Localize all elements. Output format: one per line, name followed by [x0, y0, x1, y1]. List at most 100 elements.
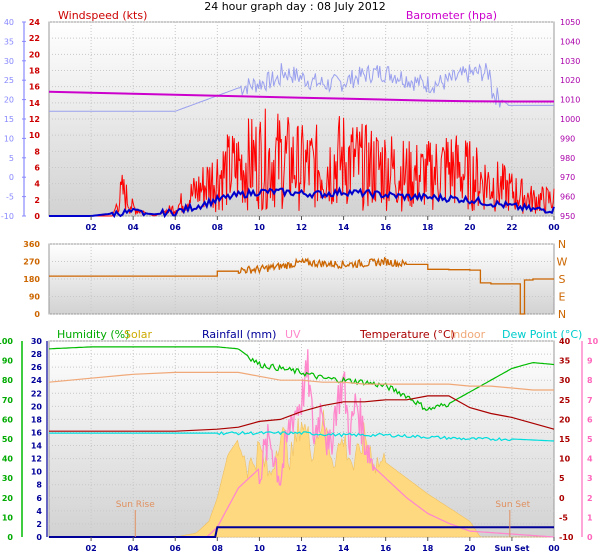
p3-xtick-label: 02	[86, 544, 97, 553]
p1-left-inner-tick: 6	[34, 164, 40, 173]
rain-tick: 22	[31, 389, 42, 398]
rain-tick: 18	[31, 415, 43, 424]
uv-tick: 2	[587, 494, 593, 503]
p1-left-outer-tick: 5	[9, 154, 14, 163]
p1-right-tick: 950	[560, 212, 575, 221]
rain-tick: 24	[31, 376, 43, 385]
compass-label: N	[558, 308, 566, 321]
temperature-tick: 0	[559, 494, 565, 503]
temperature-tick: 20	[559, 415, 571, 424]
p1-xtick-label: 08	[212, 223, 224, 232]
p1-xtick-label: 12	[296, 223, 307, 232]
p1-right-tick: 960	[560, 193, 575, 202]
p1-right-tick: 1000	[560, 115, 580, 124]
p3-xtick-label: 14	[338, 544, 350, 553]
series-dewpoint	[49, 430, 555, 442]
p1-left-outer-tick: 35	[4, 37, 14, 46]
series-average-wind	[49, 186, 555, 219]
p1-left-inner-tick: 8	[34, 147, 40, 156]
panel3-series	[48, 346, 555, 538]
p1-left-outer-tick: 20	[4, 96, 14, 105]
p1-xtick-label: 18	[422, 223, 434, 232]
humidity-tick: 50	[2, 435, 14, 444]
sunrise-label: Sun Rise	[116, 500, 155, 510]
humidity-tick: 100	[0, 337, 13, 346]
series-windspeed	[49, 108, 555, 217]
uv-tick: 6	[587, 415, 593, 424]
p2-left-tick: 360	[23, 240, 40, 249]
p1-left-outer-tick: 0	[9, 173, 14, 182]
legend-rainfall: Rainfall (mm)	[202, 328, 276, 341]
legend-uv: UV	[285, 328, 301, 341]
humidity-tick: 0	[7, 533, 13, 542]
p1-left-outer-tick: -10	[1, 212, 14, 221]
uv-tick: 1	[587, 513, 593, 522]
panel2-series	[49, 256, 554, 315]
humidity-ticks: 1009080706050403020100	[0, 337, 13, 542]
temperature-tick: -5	[559, 513, 568, 522]
uv-tick: 0	[587, 533, 593, 542]
series-humidity	[49, 346, 555, 412]
p1-right-tick: 1010	[560, 96, 580, 105]
panel-climate: Humidity (%) Solar Rainfall (mm) UV Temp…	[0, 328, 599, 553]
legend-humidity: Humidity (%)	[57, 328, 129, 341]
p1-left-inner-tick: 18	[29, 67, 41, 76]
p1-left-inner-tick: 10	[29, 131, 41, 140]
p3-xtick-label: 08	[212, 544, 224, 553]
p3-xtick-label: Sun Set	[494, 544, 529, 553]
uv-tick: 10	[587, 337, 599, 346]
p3-xtick-label: 12	[296, 544, 307, 553]
humidity-tick: 80	[2, 376, 14, 385]
temperature-tick: 25	[559, 396, 571, 405]
panel1-x-ticks: 02 04 06 08 10 12 14 16 18 20 22 00	[86, 216, 560, 232]
p1-left-inner-tick: 4	[34, 180, 40, 189]
rain-tick: 10	[31, 468, 43, 477]
rain-tick: 30	[31, 337, 43, 346]
uv-tick: 8	[587, 376, 593, 385]
rain-tick: 16	[31, 428, 43, 437]
p1-left-inner-tick: 24	[29, 18, 41, 27]
humidity-tick: 90	[2, 357, 14, 366]
compass-label: E	[559, 291, 566, 304]
uv-tick: 3	[587, 474, 593, 483]
p1-left-inner-tick: 22	[29, 34, 40, 43]
legend-indoor: Indoor	[450, 328, 486, 341]
series-barometer	[48, 90, 554, 103]
uv-tick: 7	[587, 396, 593, 405]
humidity-tick: 40	[2, 455, 14, 464]
panel3-x-ticks: 02 04 06 08 10 12 14 16 18 20 Sun Set 00	[86, 537, 560, 553]
barometer-label: Barometer (hpa)	[406, 9, 497, 22]
temperature-tick: 30	[559, 376, 571, 385]
humidity-tick: 10	[2, 513, 14, 522]
p1-left-inner-tick: 16	[29, 83, 41, 92]
rain-tick: 8	[36, 481, 42, 490]
series-temperature	[49, 395, 555, 432]
p1-left-inner-tick: 2	[34, 196, 40, 205]
p1-left-inner-tick: 0	[34, 212, 40, 221]
rain-tick: 28	[31, 350, 43, 359]
uv-tick: 5	[587, 435, 593, 444]
p1-left-inner-tick: 14	[29, 99, 41, 108]
humidity-tick: 60	[2, 415, 14, 424]
panel1-right-ticks: 1050 1040 1030 1020 1010 1000 990 980 970 960 950	[560, 18, 580, 221]
rain-tick: 12	[31, 455, 42, 464]
panel3-annotations: Sun Rise Sun Set	[116, 500, 531, 537]
rain-tick: 0	[36, 533, 42, 542]
p1-left-outer-tick: 15	[4, 115, 14, 124]
temperature-ticks: 40 35 30 25 20 15 10 5 0 -5 -10	[559, 337, 574, 542]
compass-label: S	[559, 273, 566, 286]
rain-tick: 4	[36, 507, 42, 516]
p1-left-outer-tick: 25	[4, 76, 14, 85]
compass-label: W	[557, 256, 568, 269]
rain-tick: 14	[31, 442, 43, 451]
panel-wind-barometer: Windspeed (kts) Barometer (hpa) 40353025…	[1, 9, 580, 232]
p1-right-tick: 1030	[560, 57, 580, 66]
p1-right-tick: 980	[560, 154, 575, 163]
p3-xtick-label: 04	[128, 544, 140, 553]
p3-xtick-label: 10	[254, 544, 266, 553]
